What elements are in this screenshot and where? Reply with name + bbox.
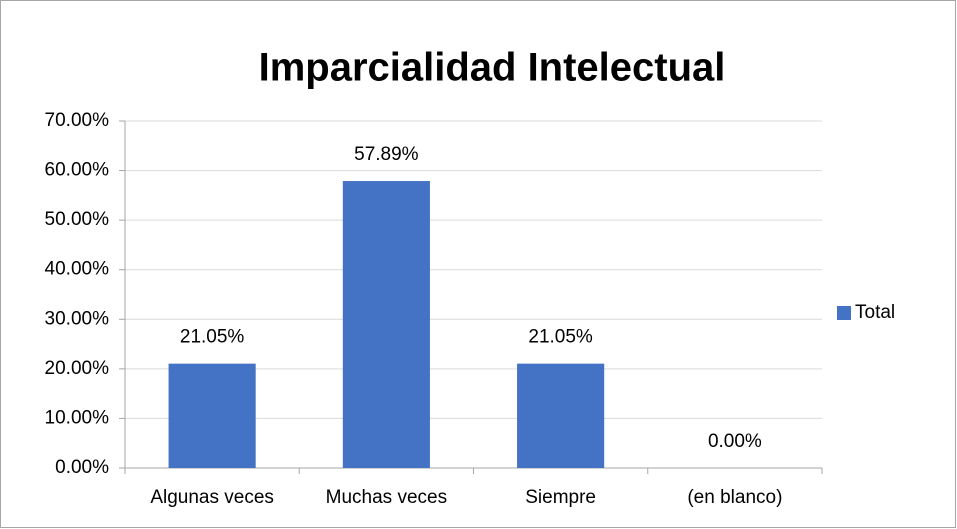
y-tick-label: 10.00% — [45, 407, 110, 428]
x-tick-label: (en blanco) — [687, 487, 782, 508]
y-tick-label: 20.00% — [45, 358, 110, 379]
chart-title: Imparcialidad Intelectual — [259, 46, 726, 90]
legend-swatch — [837, 306, 851, 320]
data-label: 21.05% — [180, 327, 245, 348]
y-tick-label: 70.00% — [45, 110, 110, 131]
legend-label: Total — [855, 302, 895, 323]
x-tick-label: Algunas veces — [150, 487, 274, 508]
y-tick-label: 0.00% — [55, 457, 109, 478]
bar — [517, 363, 605, 468]
data-label: 0.00% — [708, 431, 762, 452]
y-tick-label: 40.00% — [45, 259, 110, 280]
data-label: 57.89% — [354, 144, 419, 165]
x-tick-label: Siempre — [525, 487, 596, 508]
bar — [342, 181, 430, 468]
y-tick-label: 60.00% — [45, 160, 110, 181]
y-tick-label: 30.00% — [45, 308, 110, 329]
y-tick-label: 50.00% — [45, 209, 110, 230]
bar — [168, 363, 256, 468]
x-tick-label: Muchas veces — [326, 487, 447, 508]
data-label: 21.05% — [528, 327, 593, 348]
